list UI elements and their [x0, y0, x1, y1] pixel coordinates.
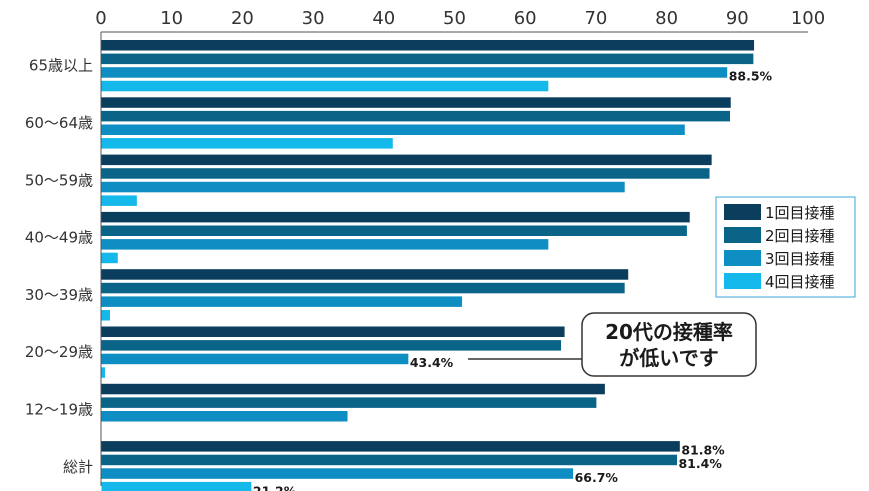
category-label: 30〜39歳: [25, 286, 93, 304]
bar: [101, 310, 110, 321]
legend-swatch: [724, 204, 761, 220]
bar: [101, 80, 549, 92]
x-tick-label: 0: [95, 8, 106, 29]
bar: [101, 239, 549, 250]
category-labels: 65歳以上 60〜64歳 50〜59歳 40〜49歳 30〜39歳 20〜29歳 12〜19…: [25, 57, 93, 476]
bar: [101, 326, 565, 337]
bar: [101, 383, 605, 395]
bar: [101, 468, 574, 479]
x-tick-label: 70: [584, 8, 607, 29]
legend-swatch: [724, 250, 761, 266]
callout-text: が低いです: [619, 346, 718, 370]
bar: [101, 138, 393, 149]
bar: [101, 441, 680, 452]
bar: [101, 454, 677, 466]
category-label: 40〜49歳: [25, 229, 93, 247]
data-label: 66.7%: [575, 470, 619, 485]
callout-text: 20代の接種率: [605, 320, 733, 344]
bar: [101, 53, 754, 65]
bars: [101, 40, 755, 491]
x-tick-label: 20: [231, 8, 254, 29]
data-label: 43.4%: [410, 355, 454, 370]
bar: [101, 225, 687, 236]
data-label: 88.5%: [729, 69, 773, 84]
bar: [101, 67, 728, 78]
bar: [101, 340, 562, 351]
legend-label: 4回目接種: [765, 273, 835, 291]
x-tick-label: 90: [726, 8, 749, 29]
bar: [101, 40, 755, 51]
bar: [101, 481, 252, 491]
bar: [101, 411, 348, 422]
x-tick-label: 50: [443, 8, 466, 29]
x-axis: 0 10 20 30 40 50 60 70 80 90 100: [95, 8, 825, 486]
bar: [101, 296, 463, 307]
legend-label: 3回目接種: [765, 250, 835, 268]
bar: [101, 269, 629, 280]
bar: [101, 282, 625, 294]
category-label: 50〜59歳: [25, 171, 93, 189]
category-label: 20〜29歳: [25, 343, 93, 361]
bar: [101, 397, 597, 408]
bar: [101, 252, 118, 264]
data-label: 81.8%: [681, 443, 725, 458]
bar: [101, 168, 710, 179]
bar: [101, 181, 625, 193]
x-tick-label: 10: [160, 8, 183, 29]
x-tick-label: 60: [514, 8, 537, 29]
legend-label: 2回目接種: [765, 227, 835, 245]
x-tick-label: 80: [655, 8, 678, 29]
category-label: 総計: [63, 458, 93, 476]
bar: [101, 211, 690, 223]
bar: [101, 110, 731, 122]
bar: [101, 367, 106, 378]
bar: [101, 154, 712, 166]
data-labels: 88.5% 43.4% 81.8%81.4% 66.7% 21.2%: [253, 69, 773, 491]
callout-box: [581, 312, 757, 377]
legend-swatch: [724, 273, 761, 289]
data-label: 81.4%: [678, 456, 722, 471]
data-label: 21.2%: [253, 483, 297, 491]
x-tick-label: 40: [372, 8, 395, 29]
legend-label: 1回目接種: [765, 204, 835, 222]
x-tick-label: 100: [791, 8, 825, 29]
x-tick-label: 30: [302, 8, 325, 29]
category-label: 60〜64歳: [25, 114, 93, 132]
bar: [101, 97, 731, 108]
bar: [101, 124, 685, 135]
category-label: 12〜19歳: [25, 400, 93, 418]
legend: 1回目接種 2回目接種 3回目接種 4回目接種: [715, 196, 856, 298]
legend-swatch: [724, 227, 761, 243]
bar: [101, 353, 409, 365]
category-label: 65歳以上: [29, 57, 93, 75]
bar: [101, 195, 137, 206]
